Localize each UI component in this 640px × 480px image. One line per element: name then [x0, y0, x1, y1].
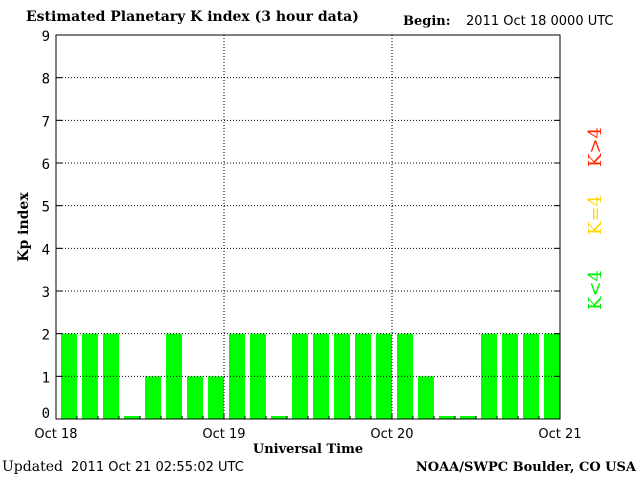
x-tick-label: Oct 20: [370, 427, 413, 442]
begin-label: Begin:: [403, 14, 451, 29]
y-axis-label: Kp index: [16, 192, 32, 262]
legend-item: K>4: [585, 127, 606, 167]
y-tick-label: 3: [42, 285, 50, 301]
y-tick-label: 7: [42, 114, 50, 130]
kp-bar: [460, 416, 476, 419]
chart-title: Estimated Planetary K index (3 hour data…: [26, 9, 359, 25]
y-tick-label: 5: [42, 200, 50, 216]
y-tick-label: 9: [42, 29, 50, 45]
y-tick-label: 1: [42, 370, 50, 386]
y-tick-label: 0: [42, 406, 50, 422]
x-axis-label: Universal Time: [253, 442, 363, 457]
updated-value: 2011 Oct 21 02:55:02 UTC: [71, 460, 244, 475]
x-tick-label: Oct 19: [202, 427, 245, 442]
y-axis: 0 1 2 3 4 5 6 7 8 9: [42, 29, 560, 422]
kp-bar: [439, 416, 455, 419]
legend-item: K=4: [585, 195, 606, 235]
credit-text: NOAA/SWPC Boulder, CO USA: [415, 460, 636, 475]
grid-group: [56, 35, 560, 419]
legend: K>4 K=4 K<4: [585, 127, 606, 310]
y-tick-label: 8: [42, 72, 50, 88]
kp-bar: [271, 416, 287, 419]
x-tick-label: Oct 18: [34, 427, 77, 442]
updated-label: Updated: [2, 459, 63, 475]
y-tick-label: 2: [42, 328, 50, 344]
kp-bar: [418, 376, 434, 419]
x-axis: Oct 18 Oct 19 Oct 20 Oct 21: [34, 413, 582, 442]
kp-bar: [208, 376, 224, 419]
kp-bar: [124, 416, 140, 419]
begin-value: 2011 Oct 18 0000 UTC: [466, 14, 614, 29]
legend-item: K<4: [585, 270, 606, 310]
y-tick-label: 6: [42, 157, 50, 173]
y-tick-label: 4: [42, 242, 50, 258]
kp-bar: [187, 376, 203, 419]
x-tick-label: Oct 21: [538, 427, 581, 442]
kp-bar: [145, 376, 161, 419]
